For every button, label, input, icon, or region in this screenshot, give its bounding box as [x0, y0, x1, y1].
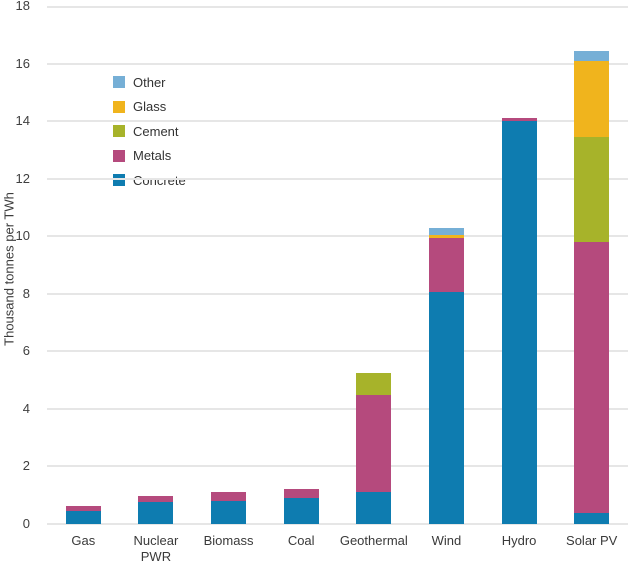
bar-segment-metals-wind — [428, 237, 464, 293]
y-tick-label-14: 14 — [15, 113, 30, 129]
bar-geothermal — [356, 372, 392, 524]
bar-segment-concrete-biomass — [211, 500, 247, 524]
legend-label-glass: Glass — [133, 99, 167, 115]
legend-item-cement: Cement — [113, 119, 186, 144]
bar-segment-metals-hydro — [501, 118, 537, 122]
legend-swatch-concrete — [113, 174, 125, 187]
legend-swatch-metals — [113, 149, 125, 162]
legend-label-other: Other — [133, 74, 166, 90]
bar-segment-concrete-hydro — [501, 121, 537, 524]
x-axis-label-geothermal: Geothermal — [339, 533, 408, 548]
x-axis-label-coal: Coal — [287, 533, 315, 548]
bar-segment-metals-solar-pv — [574, 242, 610, 513]
bar-segment-cement-geothermal — [356, 372, 392, 395]
bar-segment-concrete-nuclear-pwr — [138, 501, 174, 524]
gridline-2 — [47, 465, 628, 468]
bar-segment-other-wind — [428, 227, 464, 235]
legend-swatch-other — [113, 76, 125, 89]
bar-segment-metals-gas — [65, 506, 101, 512]
bar-segment-glass-solar-pv — [574, 60, 610, 137]
bar-solar-pv — [574, 50, 610, 524]
legend-label-concrete: Concrete — [133, 172, 186, 188]
gridline-10 — [47, 235, 628, 238]
bar-segment-concrete-coal — [283, 498, 319, 524]
y-tick-label-18: 18 — [15, 0, 30, 13]
bar-coal — [283, 489, 319, 524]
y-tick-label-2: 2 — [22, 458, 30, 474]
gridline-14 — [47, 120, 628, 123]
y-tick-label-12: 12 — [15, 170, 30, 186]
bar-nuclear-pwr — [138, 496, 174, 524]
y-tick-label-0: 0 — [22, 516, 30, 531]
legend: Other Glass Cement Metals Concrete — [113, 70, 186, 193]
gridline-18 — [47, 6, 628, 8]
bar-hydro — [501, 118, 537, 524]
bar-biomass — [211, 492, 247, 524]
x-axis-label-solar-pv: Solar PV — [566, 533, 618, 548]
legend-label-metals: Metals — [133, 148, 172, 164]
x-axis-label-wind: Wind — [431, 533, 462, 548]
x-axis-label-gas: Gas — [71, 533, 96, 548]
x-axis-label-biomass: Biomass — [203, 533, 254, 548]
bar-segment-other-solar-pv — [574, 50, 610, 61]
legend-item-concrete: Concrete — [113, 168, 186, 193]
y-axis-title: Thousand tonnes per TWh — [1, 192, 17, 346]
bar-segment-glass-wind — [428, 234, 464, 238]
x-axis-label-nuclear-pwr: Nuclear PWR — [133, 533, 179, 564]
bar-segment-metals-nuclear-pwr — [138, 496, 174, 502]
bar-segment-cement-solar-pv — [574, 136, 610, 242]
y-tick-label-8: 8 — [22, 285, 30, 301]
legend-item-metals: Metals — [113, 144, 186, 169]
bar-wind — [428, 227, 464, 524]
legend-item-other: Other — [113, 70, 186, 95]
bar-segment-concrete-wind — [428, 292, 464, 524]
bar-segment-concrete-solar-pv — [574, 512, 610, 524]
bar-segment-metals-geothermal — [356, 394, 392, 493]
legend-swatch-glass — [113, 100, 125, 113]
gridline-16 — [47, 62, 628, 65]
gridline-0 — [47, 523, 628, 525]
legend-label-cement: Cement — [133, 123, 179, 139]
bar-segment-metals-coal — [283, 489, 319, 499]
y-tick-label-4: 4 — [22, 400, 30, 416]
bar-segment-concrete-gas — [65, 511, 101, 524]
y-tick-label-6: 6 — [22, 343, 30, 359]
plot-area: Other Glass Cement Metals Concrete — [47, 6, 628, 525]
bar-segment-metals-biomass — [211, 492, 247, 501]
gridline-8 — [47, 292, 628, 295]
legend-item-glass: Glass — [113, 95, 186, 120]
bar-gas — [65, 506, 101, 524]
legend-swatch-cement — [113, 125, 125, 138]
gridline-4 — [47, 407, 628, 410]
gridline-6 — [47, 350, 628, 353]
x-axis-label-hydro: Hydro — [501, 533, 537, 548]
gridline-12 — [47, 177, 628, 180]
y-tick-label-10: 10 — [15, 228, 30, 244]
bar-segment-concrete-geothermal — [356, 492, 392, 524]
y-tick-label-16: 16 — [15, 55, 30, 71]
